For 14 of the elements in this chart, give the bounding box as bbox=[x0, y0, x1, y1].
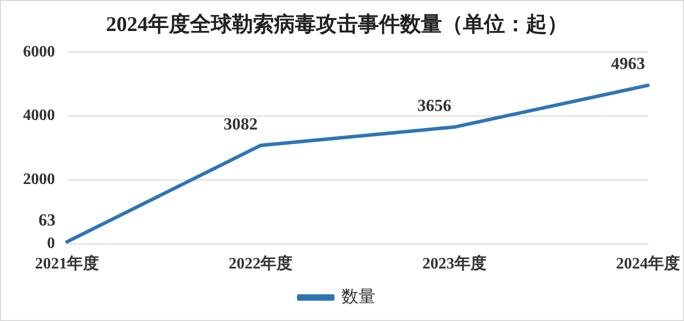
chart-title: 2024年度全球勒索病毒攻击事件数量（单位：起） bbox=[106, 12, 568, 36]
x-tick-label: 2022年度 bbox=[228, 254, 293, 273]
y-tick-label: 0 bbox=[47, 234, 55, 252]
y-tick-label: 2000 bbox=[23, 171, 55, 188]
data-label: 63 bbox=[38, 210, 56, 230]
x-tick-label: 2021年度 bbox=[35, 254, 99, 273]
data-label: 3082 bbox=[224, 114, 258, 134]
data-label: 4963 bbox=[611, 54, 645, 74]
y-tick-label: 6000 bbox=[23, 43, 55, 60]
data-label: 3656 bbox=[417, 96, 452, 115]
x-tick-label: 2024年度 bbox=[616, 254, 680, 273]
x-tick-label: 2023年度 bbox=[422, 254, 486, 273]
legend-label: 数量 bbox=[341, 286, 376, 306]
y-tick-label: 4000 bbox=[23, 107, 55, 124]
